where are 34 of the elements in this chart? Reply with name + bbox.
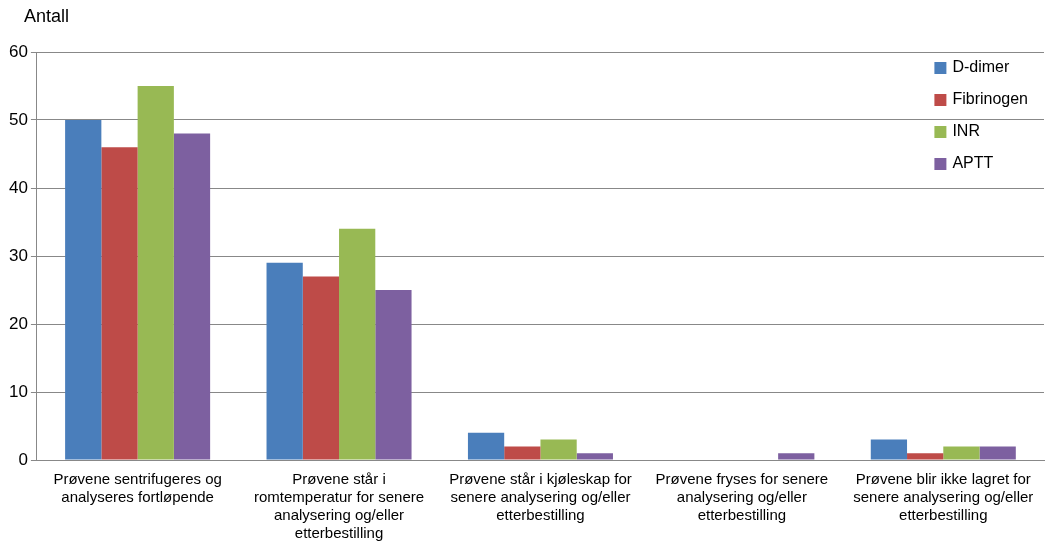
x-tick-label: Prøvene står i romtemperatur for senere analysering og/eller etterbestilling (254, 470, 425, 542)
x-tick-label: Prøvene står i kjøleskap for senere analysering og/eller etterbestilling (449, 470, 632, 524)
x-tick-label: Prøvene blir ikke lagret for senere analysering og/eller etterbestilling (853, 470, 1034, 524)
legend-label: APTT (952, 154, 994, 172)
legend-label: D-dimer (952, 58, 1010, 76)
y-tick-label: 30 (8, 245, 28, 265)
x-tick-label: Prøvene fryses for senere analysering og/eller etterbestilling (655, 470, 829, 524)
y-tick-label: 60 (8, 41, 28, 61)
bar (339, 228, 376, 460)
y-tick-label: 0 (18, 449, 28, 469)
bar (302, 276, 340, 460)
bar (540, 439, 577, 460)
bar (467, 432, 505, 460)
bar (907, 453, 944, 460)
bar (870, 439, 908, 460)
y-tick-label: 40 (8, 177, 28, 197)
bar (943, 446, 980, 460)
bar (65, 120, 102, 460)
bar (137, 86, 174, 460)
bar (173, 133, 211, 460)
bar (375, 290, 412, 460)
bar (266, 262, 303, 460)
legend-label: INR (952, 122, 980, 140)
y-tick-label: 10 (8, 381, 28, 401)
bar (778, 453, 815, 460)
legend-label: Fibrinogen (952, 90, 1029, 108)
bar (576, 453, 613, 460)
bar (504, 446, 541, 460)
y-axis-title: Antall (24, 5, 70, 26)
bar (979, 446, 1016, 460)
y-tick-label: 50 (8, 109, 28, 129)
bar (101, 147, 138, 460)
y-tick-label: 20 (8, 313, 28, 333)
x-tick-label: Prøvene sentrifugeres og analyseres fortløpende (53, 470, 222, 506)
